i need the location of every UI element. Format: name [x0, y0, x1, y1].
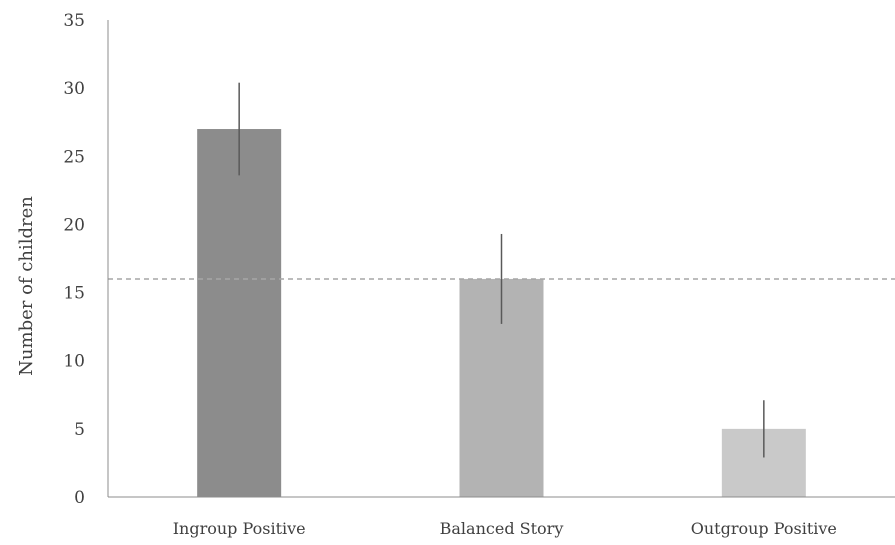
y-axis-title: Number of children — [16, 196, 37, 376]
y-tick-label: 35 — [63, 11, 85, 31]
y-tick-label: 25 — [63, 147, 85, 167]
y-tick-label: 5 — [74, 420, 85, 440]
y-tick-label: 30 — [63, 79, 85, 99]
axes — [107, 20, 895, 498]
y-tick-label: 0 — [74, 488, 85, 508]
y-tick-label: 10 — [63, 352, 85, 372]
x-category-label: Ingroup Positive — [173, 519, 306, 538]
x-category-label: Outgroup Positive — [691, 519, 837, 538]
x-axis-labels: Ingroup Positive Balanced Story Outgroup P… — [173, 519, 837, 538]
y-axis-ticks: 0 5 10 15 20 25 30 35 — [63, 11, 85, 508]
x-category-label: Balanced Story — [440, 519, 564, 538]
y-tick-label: 20 — [63, 215, 85, 235]
bar-1 — [197, 129, 282, 497]
error-bars — [238, 82, 765, 458]
y-tick-label: 15 — [63, 284, 85, 304]
